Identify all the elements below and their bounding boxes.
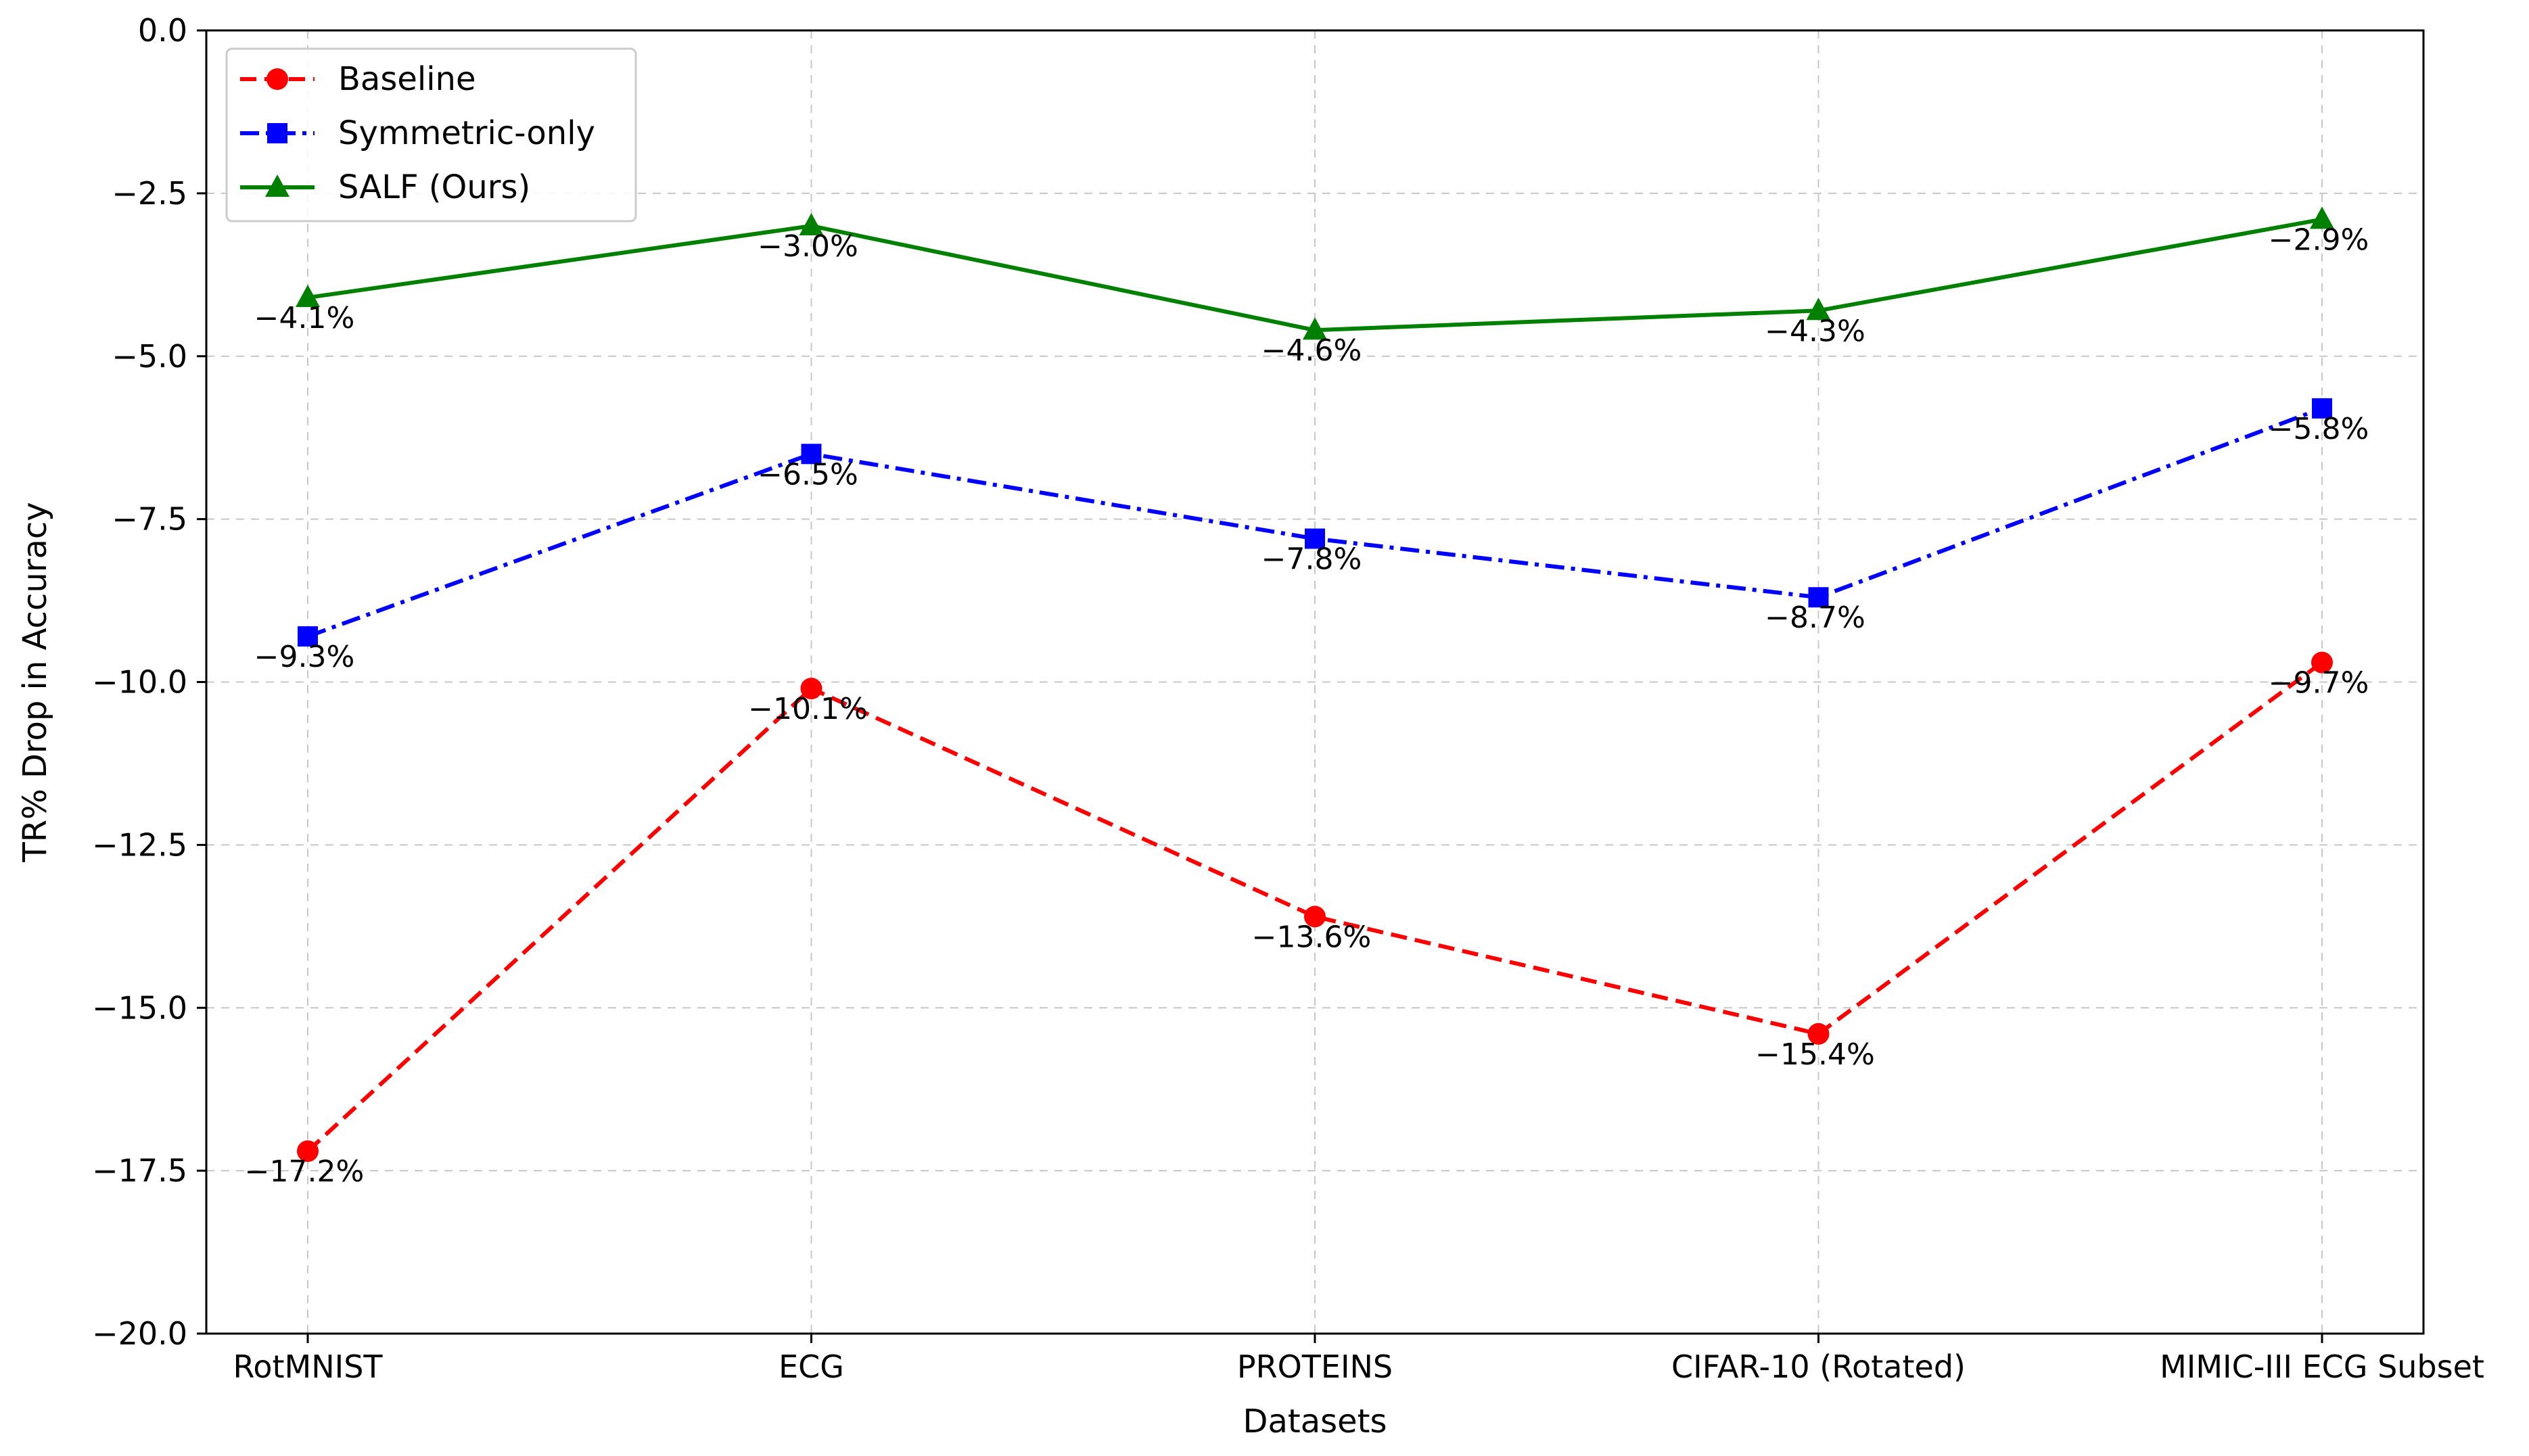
data-point-symmetric-only	[1305, 528, 1325, 549]
y-axis-title: TR% Drop in Accuracy	[16, 502, 54, 862]
data-point-baseline	[800, 678, 822, 700]
y-tick-label: −5.0	[112, 338, 187, 375]
legend-marker-salf-ours	[265, 174, 289, 197]
data-point-symmetric-only	[2312, 398, 2332, 419]
data-label-symmetric-only: −5.8%	[2269, 412, 2369, 446]
data-point-salf-ours	[2310, 206, 2334, 229]
data-label-baseline: −15.4%	[1755, 1037, 1875, 1072]
data-label-salf-ours: −3.0%	[758, 229, 858, 264]
y-tick-label: −10.0	[92, 664, 187, 701]
x-axis-title: Datasets	[1243, 1403, 1387, 1440]
data-label-salf-ours: −4.6%	[1261, 333, 1362, 368]
x-tick-label: MIMIC-III ECG Subset	[2160, 1348, 2484, 1385]
y-tick-label: −2.5	[112, 175, 187, 212]
x-tick-label: CIFAR-10 (Rotated)	[1671, 1348, 1966, 1385]
data-label-salf-ours: −2.9%	[2269, 222, 2369, 257]
data-point-baseline	[297, 1140, 319, 1163]
legend-marker-symmetric-only	[267, 123, 287, 143]
data-label-symmetric-only: −8.7%	[1765, 601, 1865, 635]
series-line-baseline	[306, 661, 2323, 1153]
y-tick-label: −15.0	[92, 989, 187, 1026]
legend-label-baseline: Baseline	[338, 60, 476, 98]
y-tick-label: −12.5	[92, 826, 187, 863]
data-point-salf-ours	[799, 213, 824, 236]
legend-label-salf-ours: SALF (Ours)	[338, 168, 530, 206]
y-tick-label: −20.0	[92, 1315, 187, 1352]
series-line-symmetric-only	[306, 406, 2323, 638]
y-tick-label: −17.5	[92, 1152, 187, 1189]
data-point-baseline	[1304, 906, 1326, 928]
data-point-salf-ours	[1303, 317, 1327, 340]
data-label-salf-ours: −4.3%	[1765, 314, 1865, 348]
data-label-baseline: −13.6%	[1252, 920, 1372, 954]
x-tick-label: RotMNIST	[233, 1348, 383, 1385]
data-point-symmetric-only	[801, 444, 822, 465]
data-label-baseline: −17.2%	[245, 1154, 365, 1189]
data-point-baseline	[2311, 651, 2333, 674]
legend-box	[225, 47, 637, 222]
axes-layer: 0.0 −2.5 −5.0 −7.5 −10.0 −12.5 −15.0 −17.5 −20.0…	[92, 12, 2484, 1385]
data-label-symmetric-only: −9.3%	[254, 640, 355, 674]
legend-marker-baseline	[266, 68, 288, 90]
data-label-symmetric-only: −7.8%	[1261, 542, 1362, 577]
x-tick-label: ECG	[779, 1348, 844, 1385]
data-point-salf-ours	[296, 285, 320, 308]
data-label-baseline: −9.7%	[2269, 666, 2369, 701]
data-labels: −17.2% −10.1% −13.6% −15.4% −9.7% −9.3% −6.5% −…	[245, 222, 2369, 1189]
legend-label-symmetric-only: Symmetric-only	[338, 114, 595, 152]
y-tick-label: −7.5	[112, 501, 187, 538]
data-point-salf-ours	[1806, 298, 1831, 321]
data-label-symmetric-only: −6.5%	[758, 457, 858, 492]
data-point-symmetric-only	[1808, 587, 1829, 608]
data-label-salf-ours: −4.1%	[254, 301, 355, 335]
legend: Baseline Symmetric-only SALF (Ours)	[225, 47, 637, 222]
data-point-baseline	[1807, 1023, 1830, 1045]
data-label-baseline: −10.1%	[748, 692, 868, 726]
x-tick-label: PROTEINS	[1237, 1348, 1393, 1385]
y-tick-label: 0.0	[138, 12, 187, 49]
series-layer	[296, 206, 2334, 1163]
data-point-symmetric-only	[298, 626, 318, 647]
